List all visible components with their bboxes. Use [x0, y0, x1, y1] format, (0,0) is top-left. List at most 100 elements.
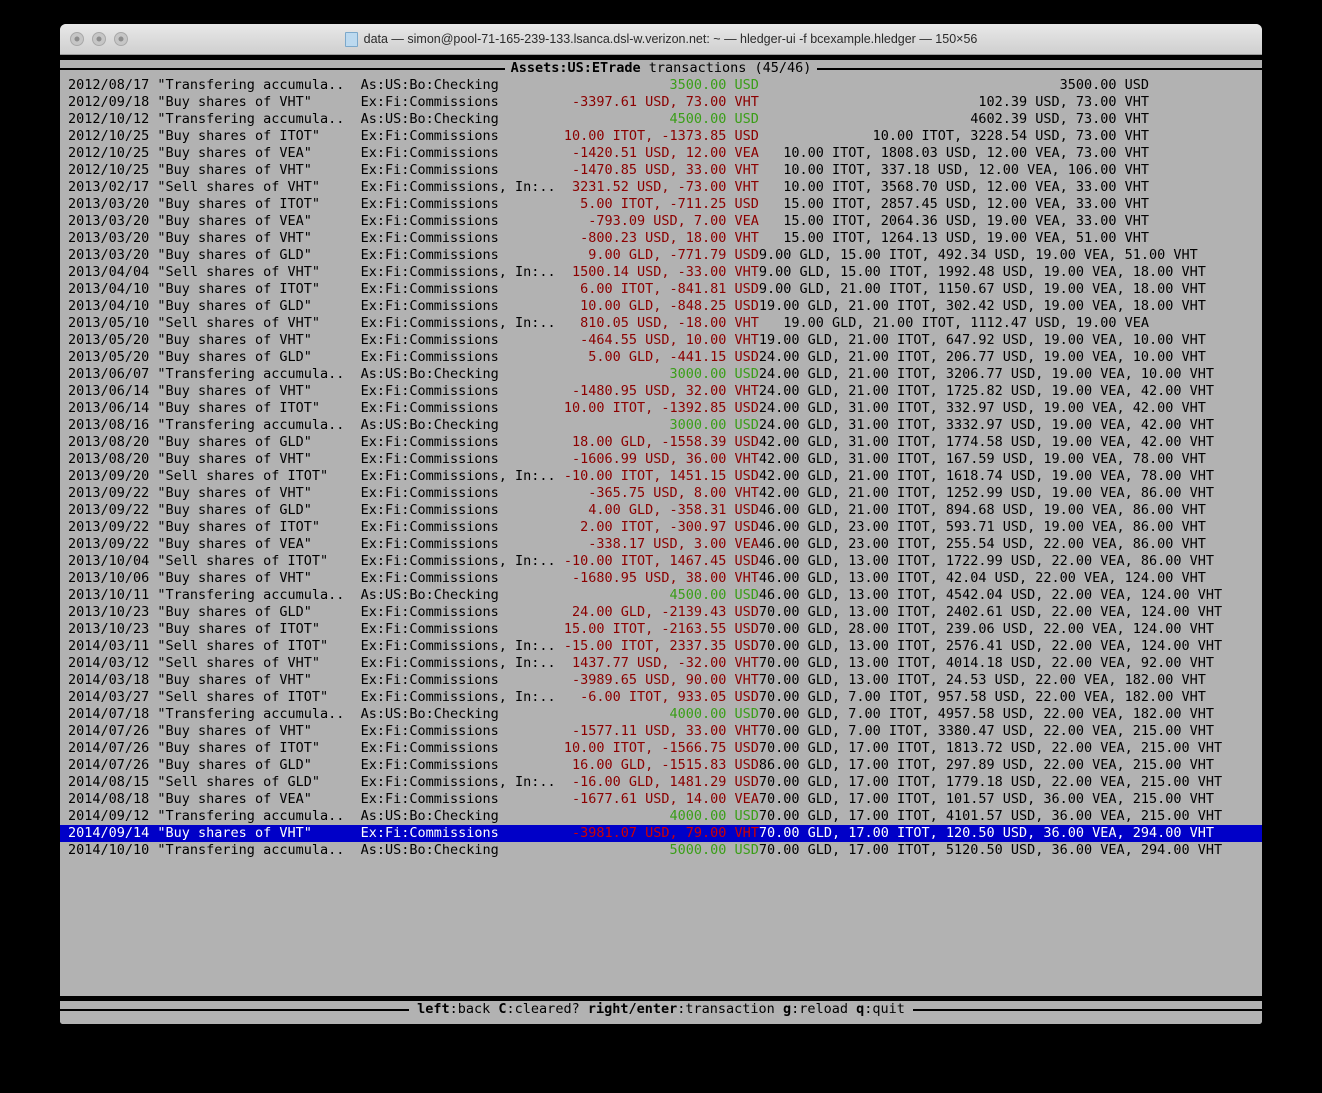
status-key-back[interactable]: left:back	[417, 1001, 490, 1017]
row-balance: 24.00 GLD, 21.00 ITOT, 206.77 USD, 19.00…	[758, 349, 1215, 365]
row-account: Ex:Fi:Commissions	[360, 247, 556, 263]
table-row[interactable]: 2014/07/26 "Buy shares of GLD" Ex:Fi:Com…	[60, 757, 1262, 774]
table-row[interactable]: 2013/10/23 "Buy shares of ITOT" Ex:Fi:Co…	[60, 621, 1262, 638]
table-row[interactable]: 2014/09/12 "Transfering accumula.. As:US…	[60, 808, 1262, 825]
transactions-list[interactable]: 2012/08/17 "Transfering accumula.. As:US…	[60, 77, 1262, 859]
table-row[interactable]: 2014/08/18 "Buy shares of VEA" Ex:Fi:Com…	[60, 791, 1262, 808]
table-row[interactable]: 2013/04/04 "Sell shares of VHT" Ex:Fi:Co…	[60, 264, 1262, 281]
table-row[interactable]: 2012/10/25 "Buy shares of VHT" Ex:Fi:Com…	[60, 162, 1262, 179]
table-row[interactable]: 2013/10/06 "Buy shares of VHT" Ex:Fi:Com…	[60, 570, 1262, 587]
row-account: Ex:Fi:Commissions	[360, 196, 556, 212]
table-row[interactable]: 2013/03/20 "Buy shares of ITOT" Ex:Fi:Co…	[60, 196, 1262, 213]
row-account: Ex:Fi:Commissions	[360, 434, 556, 450]
row-description: "Sell shares of VHT"	[157, 655, 361, 671]
status-key-transaction[interactable]: right/enter:transaction	[588, 1001, 775, 1017]
table-row[interactable]: 2012/10/25 "Buy shares of VEA" Ex:Fi:Com…	[60, 145, 1262, 162]
row-description: "Buy shares of GLD"	[157, 349, 361, 365]
row-amount: 810.05 USD, -18.00 VHT	[555, 315, 759, 331]
row-date: 2013/03/20	[68, 213, 158, 229]
zoom-button[interactable]	[114, 32, 128, 46]
table-row[interactable]: 2014/08/15 "Sell shares of GLD" Ex:Fi:Co…	[60, 774, 1262, 791]
status-key-action: :quit	[864, 1001, 905, 1017]
terminal-screen[interactable]: Assets:US:ETrade transactions (45/46) 20…	[60, 55, 1262, 996]
table-row[interactable]: 2014/03/11 "Sell shares of ITOT" Ex:Fi:C…	[60, 638, 1262, 655]
table-row[interactable]: 2012/09/18 "Buy shares of VHT" Ex:Fi:Com…	[60, 94, 1262, 111]
table-row[interactable]: 2014/07/18 "Transfering accumula.. As:US…	[60, 706, 1262, 723]
row-account: Ex:Fi:Commissions, In:..	[360, 638, 556, 654]
status-key-quit[interactable]: q:quit	[856, 1001, 905, 1017]
table-row[interactable]: 2013/06/07 "Transfering accumula.. As:US…	[60, 366, 1262, 383]
table-row[interactable]: 2013/03/20 "Buy shares of VHT" Ex:Fi:Com…	[60, 230, 1262, 247]
table-row[interactable]: 2014/03/27 "Sell shares of ITOT" Ex:Fi:C…	[60, 689, 1262, 706]
table-row[interactable]: 2013/06/14 "Buy shares of VHT" Ex:Fi:Com…	[60, 383, 1262, 400]
status-key-reload[interactable]: g:reload	[783, 1001, 848, 1017]
table-row[interactable]: 2013/04/10 "Buy shares of GLD" Ex:Fi:Com…	[60, 298, 1262, 315]
status-keybindings[interactable]: left:back C:cleared? right/enter:transac…	[409, 1001, 913, 1018]
table-row[interactable]: 2013/08/20 "Buy shares of GLD" Ex:Fi:Com…	[60, 434, 1262, 451]
table-row[interactable]: 2013/08/20 "Buy shares of VHT" Ex:Fi:Com…	[60, 451, 1262, 468]
table-row[interactable]: 2012/08/17 "Transfering accumula.. As:US…	[60, 77, 1262, 94]
row-description: "Buy shares of VHT"	[157, 570, 361, 586]
table-row[interactable]: 2013/03/20 "Buy shares of GLD" Ex:Fi:Com…	[60, 247, 1262, 264]
window-titlebar[interactable]: data — simon@pool-71-165-239-133.lsanca.…	[60, 24, 1262, 55]
table-row[interactable]: 2013/09/22 "Buy shares of ITOT" Ex:Fi:Co…	[60, 519, 1262, 536]
table-row[interactable]: 2014/09/14 "Buy shares of VHT" Ex:Fi:Com…	[60, 825, 1262, 842]
table-row[interactable]: 2013/05/20 "Buy shares of VHT" Ex:Fi:Com…	[60, 332, 1262, 349]
row-amount: -3397.61 USD, 73.00 VHT	[555, 94, 759, 110]
row-amount: 18.00 GLD, -1558.39 USD	[555, 434, 759, 450]
row-amount: 1500.14 USD, -33.00 VHT	[555, 264, 759, 280]
table-row[interactable]: 2013/08/16 "Transfering accumula.. As:US…	[60, 417, 1262, 434]
table-row[interactable]: 2013/03/20 "Buy shares of VEA" Ex:Fi:Com…	[60, 213, 1262, 230]
table-row[interactable]: 2013/09/20 "Sell shares of ITOT" Ex:Fi:C…	[60, 468, 1262, 485]
table-row[interactable]: 2014/03/12 "Sell shares of VHT" Ex:Fi:Co…	[60, 655, 1262, 672]
row-description: "Buy shares of VHT"	[157, 383, 361, 399]
table-row[interactable]: 2013/10/04 "Sell shares of ITOT" Ex:Fi:C…	[60, 553, 1262, 570]
row-balance: 70.00 GLD, 7.00 ITOT, 4957.58 USD, 22.00…	[758, 706, 1223, 722]
table-row[interactable]: 2012/10/12 "Transfering accumula.. As:US…	[60, 111, 1262, 128]
row-description: "Sell shares of ITOT"	[157, 638, 361, 654]
table-row[interactable]: 2014/07/26 "Buy shares of ITOT" Ex:Fi:Co…	[60, 740, 1262, 757]
row-balance: 46.00 GLD, 23.00 ITOT, 593.71 USD, 19.00…	[758, 519, 1215, 535]
table-row[interactable]: 2013/10/11 "Transfering accumula.. As:US…	[60, 587, 1262, 604]
row-date: 2013/10/23	[68, 621, 158, 637]
row-amount: -1470.85 USD, 33.00 VHT	[555, 162, 759, 178]
status-key-cleared[interactable]: C:cleared?	[498, 1001, 579, 1017]
row-account: As:US:Bo:Checking	[360, 417, 556, 433]
row-date: 2014/07/26	[68, 740, 158, 756]
table-row[interactable]: 2014/03/18 "Buy shares of VHT" Ex:Fi:Com…	[60, 672, 1262, 689]
minimize-button[interactable]	[92, 32, 106, 46]
row-account: Ex:Fi:Commissions, In:..	[360, 553, 556, 569]
header-account: Assets:US:ETrade	[510, 60, 641, 76]
table-row[interactable]: 2013/09/22 "Buy shares of VEA" Ex:Fi:Com…	[60, 536, 1262, 553]
row-amount: 4.00 GLD, -358.31 USD	[555, 502, 759, 518]
row-description: "Transfering accumula..	[157, 842, 361, 858]
row-account: Ex:Fi:Commissions	[360, 383, 556, 399]
table-row[interactable]: 2013/06/14 "Buy shares of ITOT" Ex:Fi:Co…	[60, 400, 1262, 417]
window-controls[interactable]	[60, 32, 128, 46]
table-row[interactable]: 2013/10/23 "Buy shares of GLD" Ex:Fi:Com…	[60, 604, 1262, 621]
table-row[interactable]: 2013/02/17 "Sell shares of VHT" Ex:Fi:Co…	[60, 179, 1262, 196]
row-account: Ex:Fi:Commissions	[360, 672, 556, 688]
table-row[interactable]: 2014/07/26 "Buy shares of VHT" Ex:Fi:Com…	[60, 723, 1262, 740]
row-description: "Sell shares of VHT"	[157, 264, 361, 280]
table-row[interactable]: 2013/09/22 "Buy shares of GLD" Ex:Fi:Com…	[60, 502, 1262, 519]
table-row[interactable]: 2012/10/25 "Buy shares of ITOT" Ex:Fi:Co…	[60, 128, 1262, 145]
row-date: 2013/08/16	[68, 417, 158, 433]
close-button[interactable]	[70, 32, 84, 46]
row-amount: 5000.00 USD	[555, 842, 759, 858]
row-date: 2013/10/04	[68, 553, 158, 569]
table-row[interactable]: 2014/10/10 "Transfering accumula.. As:US…	[60, 842, 1262, 859]
status-key-label: right/enter	[587, 1001, 678, 1017]
row-date: 2014/10/10	[68, 842, 158, 858]
table-row[interactable]: 2013/09/22 "Buy shares of VHT" Ex:Fi:Com…	[60, 485, 1262, 502]
row-balance: 42.00 GLD, 31.00 ITOT, 1774.58 USD, 19.0…	[758, 434, 1223, 450]
table-row[interactable]: 2013/05/20 "Buy shares of GLD" Ex:Fi:Com…	[60, 349, 1262, 366]
row-description: "Buy shares of VEA"	[157, 791, 361, 807]
row-balance: 24.00 GLD, 21.00 ITOT, 3206.77 USD, 19.0…	[758, 366, 1223, 382]
status-key-label: C	[498, 1001, 507, 1017]
row-amount: 10.00 ITOT, -1373.85 USD	[555, 128, 759, 144]
row-amount: -1420.51 USD, 12.00 VEA	[555, 145, 759, 161]
table-row[interactable]: 2013/04/10 "Buy shares of ITOT" Ex:Fi:Co…	[60, 281, 1262, 298]
table-row[interactable]: 2013/05/10 "Sell shares of VHT" Ex:Fi:Co…	[60, 315, 1262, 332]
